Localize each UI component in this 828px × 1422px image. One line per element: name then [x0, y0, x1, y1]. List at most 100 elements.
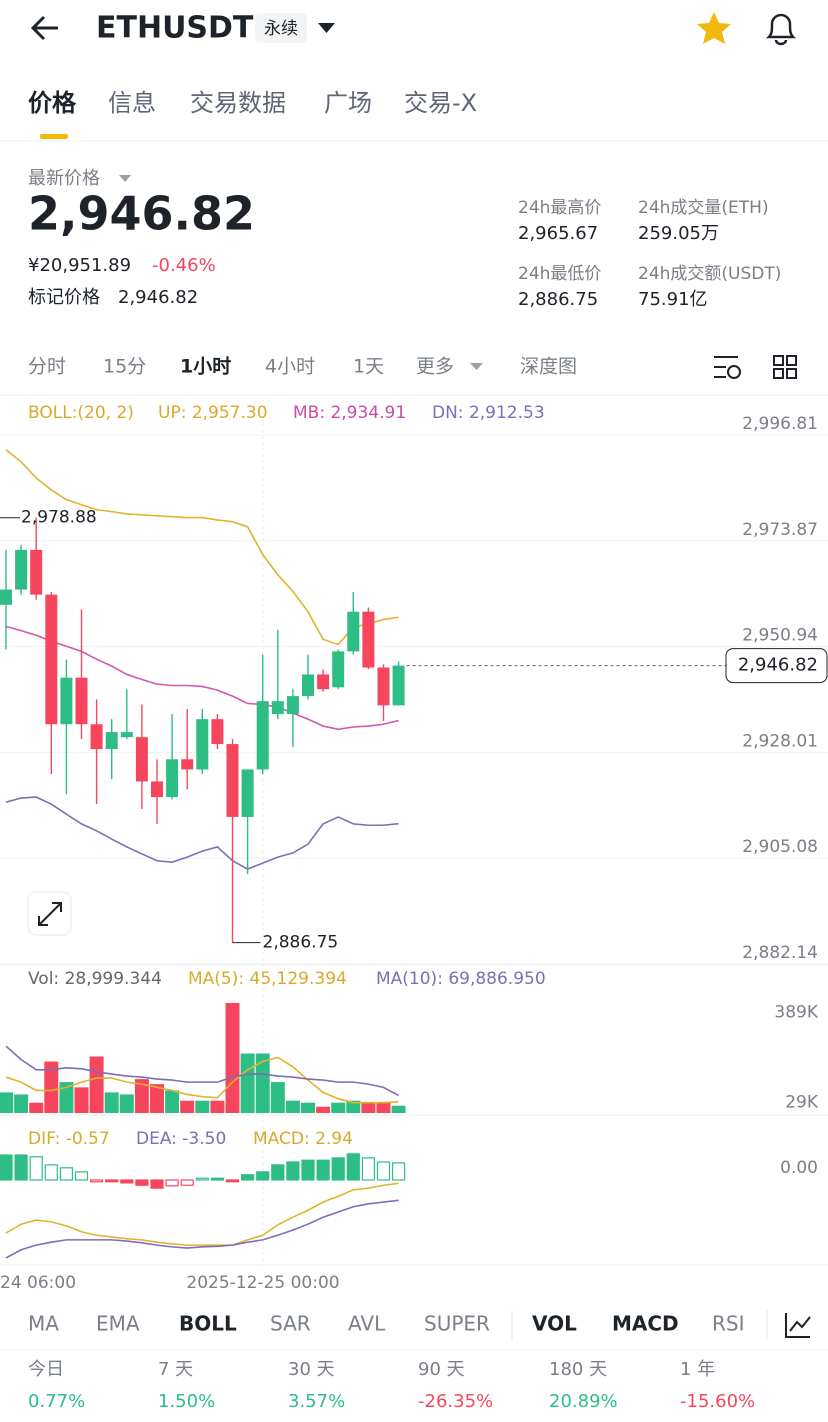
x-tick-label: 2025-12-25 00:00 — [186, 1273, 339, 1293]
macd-bar — [29, 1156, 43, 1181]
candle-body — [196, 719, 209, 770]
indicator[interactable]: MA — [28, 1312, 59, 1336]
interval[interactable]: 深度图 — [520, 356, 577, 378]
candle-body — [317, 674, 330, 690]
volume-bar — [119, 1094, 134, 1113]
volume-bar — [134, 1079, 149, 1113]
indicator[interactable]: RSI — [712, 1312, 745, 1336]
dropdown-icon[interactable] — [470, 363, 483, 370]
volume-bar — [225, 1003, 240, 1113]
indicator[interactable]: SAR — [270, 1312, 311, 1336]
high-label: 2,978.88 — [21, 508, 97, 528]
tab[interactable]: 价格 — [28, 89, 77, 117]
stat-label: 24h成交额(USDT) — [638, 264, 781, 284]
macd-bar — [105, 1179, 119, 1183]
chart-settings-icon[interactable] — [785, 1313, 811, 1338]
indicator-line — [5, 1056, 399, 1104]
macd-bar — [150, 1179, 164, 1189]
candle-body — [166, 759, 179, 798]
macd-bar — [135, 1179, 149, 1186]
period-change: 1.50% — [158, 1391, 215, 1412]
legend-entry: MB: 2,934.91 — [293, 403, 406, 423]
legend-entry: BOLL:(20, 2) — [28, 403, 134, 423]
tab[interactable]: 信息 — [108, 89, 156, 117]
volume-bar — [59, 1082, 74, 1113]
volume-bar — [361, 1102, 376, 1113]
y-tick-label: 2,905.08 — [742, 837, 818, 857]
y-tick-label: 2,996.81 — [742, 414, 818, 434]
interval[interactable]: 15分 — [103, 356, 146, 378]
indicator[interactable]: AVL — [348, 1312, 386, 1336]
interval[interactable]: 分时 — [28, 356, 66, 378]
favorite-star[interactable] — [697, 12, 731, 44]
legend-entry: MA(5): 45,129.394 — [188, 969, 347, 989]
indicator-line — [5, 1045, 399, 1097]
stat-label: 24h最高价 — [518, 198, 601, 218]
volume-bar — [180, 1100, 195, 1113]
indicator-active[interactable]: VOL — [532, 1312, 577, 1336]
settings-icon[interactable] — [714, 356, 741, 379]
cny-price: ¥20,951.89 — [28, 255, 131, 276]
volume-bar — [14, 1094, 29, 1113]
stat-label: 24h成交量(ETH) — [638, 198, 769, 218]
indicator-line — [5, 1199, 399, 1259]
y-tick-label: 2,882.14 — [742, 943, 818, 963]
candle-body — [271, 701, 284, 715]
indicator[interactable]: EMA — [96, 1312, 140, 1336]
candle-body — [60, 677, 73, 725]
indicator-active[interactable]: MACD — [612, 1312, 679, 1336]
interval[interactable]: 更多 — [416, 356, 454, 378]
legend-entry: DEA: -3.50 — [136, 1129, 226, 1149]
volume-bar — [346, 1100, 361, 1113]
y-tick-label: 2,973.87 — [742, 520, 818, 540]
candle-body — [15, 549, 28, 590]
macd-bar — [120, 1179, 134, 1184]
volume-bar — [285, 1100, 300, 1113]
macd-bar — [241, 1174, 255, 1181]
back-button[interactable] — [30, 15, 58, 41]
macd-bar — [180, 1179, 194, 1186]
layout-icon[interactable] — [773, 355, 797, 379]
candle-body — [30, 549, 43, 595]
period-change: 3.57% — [288, 1391, 345, 1412]
stat-value: 259.05万 — [638, 223, 719, 244]
macd-bar — [331, 1157, 345, 1181]
legend-entry: MACD: 2.94 — [253, 1129, 353, 1149]
macd-bar — [59, 1167, 74, 1181]
volume-bar — [104, 1092, 119, 1113]
legend-entry: Vol: 28,999.344 — [28, 969, 162, 989]
dropdown-icon[interactable] — [119, 175, 131, 182]
indicator[interactable]: SUPER — [424, 1312, 490, 1336]
candle-body — [332, 651, 345, 688]
indicator-active[interactable]: BOLL — [179, 1312, 237, 1336]
price-label: 最新价格 — [28, 168, 100, 189]
volume-bar — [29, 1102, 44, 1113]
candle-body — [90, 724, 103, 750]
stat-value: 2,965.67 — [518, 223, 598, 244]
candle-body — [151, 781, 163, 798]
low-label: 2,886.75 — [263, 933, 339, 953]
tab[interactable]: 广场 — [324, 89, 372, 117]
period-change: -26.35% — [418, 1391, 493, 1412]
tab[interactable]: 交易数据 — [190, 89, 286, 117]
period-change: 0.77% — [28, 1391, 85, 1412]
period-label: 1 年 — [680, 1359, 715, 1380]
bell[interactable] — [765, 13, 797, 46]
candle-body — [241, 769, 254, 817]
badge-bg — [255, 13, 307, 43]
interval[interactable]: 4小时 — [265, 356, 315, 378]
macd-bar — [286, 1161, 300, 1181]
tab-indicator — [40, 134, 68, 139]
interval[interactable]: 1天 — [353, 356, 384, 378]
period-label: 30 天 — [288, 1359, 335, 1380]
stat-label: 24h最低价 — [518, 264, 601, 284]
candle-body — [286, 696, 299, 715]
interval-active[interactable]: 1小时 — [180, 356, 231, 378]
symbol-dropdown[interactable] — [318, 23, 335, 33]
period-label: 今日 — [28, 1359, 64, 1380]
macd-bar — [210, 1177, 224, 1181]
volume-bar — [391, 1105, 406, 1113]
tab[interactable]: 交易-X — [404, 89, 477, 117]
volume-bar — [316, 1106, 331, 1113]
candle-body — [256, 701, 269, 770]
